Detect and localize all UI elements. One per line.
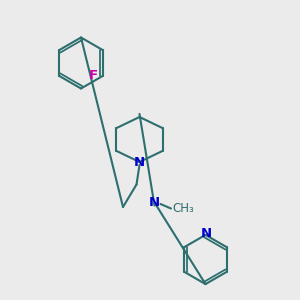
Text: N: N (149, 196, 160, 209)
Text: F: F (88, 69, 98, 82)
Text: CH₃: CH₃ (172, 202, 194, 215)
Text: N: N (200, 227, 212, 240)
Text: N: N (134, 155, 145, 169)
